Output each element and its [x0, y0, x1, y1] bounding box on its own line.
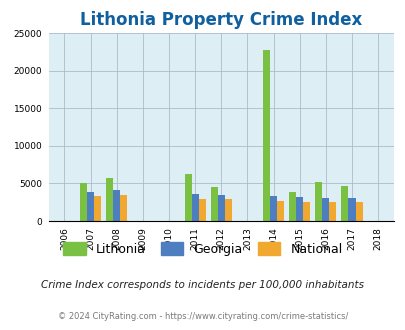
Bar: [224, 199, 231, 221]
Title: Lithonia Property Crime Index: Lithonia Property Crime Index: [80, 11, 362, 29]
Bar: [276, 201, 284, 221]
Text: © 2024 CityRating.com - https://www.cityrating.com/crime-statistics/: © 2024 CityRating.com - https://www.city…: [58, 312, 347, 321]
Bar: [303, 202, 309, 221]
Bar: [322, 198, 328, 221]
Bar: [295, 197, 303, 221]
Bar: [355, 202, 362, 221]
Bar: [191, 194, 198, 221]
Bar: [94, 195, 101, 221]
Bar: [288, 192, 295, 221]
Bar: [217, 195, 224, 221]
Bar: [269, 196, 276, 221]
Bar: [106, 178, 113, 221]
Text: Crime Index corresponds to incidents per 100,000 inhabitants: Crime Index corresponds to incidents per…: [41, 280, 364, 290]
Bar: [198, 199, 205, 221]
Bar: [262, 50, 269, 221]
Bar: [347, 198, 355, 221]
Bar: [87, 192, 94, 221]
Bar: [341, 186, 347, 221]
Bar: [184, 175, 191, 221]
Bar: [80, 183, 87, 221]
Bar: [210, 187, 217, 221]
Bar: [120, 195, 127, 221]
Bar: [113, 190, 120, 221]
Bar: [328, 202, 336, 221]
Bar: [314, 182, 322, 221]
Legend: Lithonia, Georgia, National: Lithonia, Georgia, National: [58, 237, 347, 261]
